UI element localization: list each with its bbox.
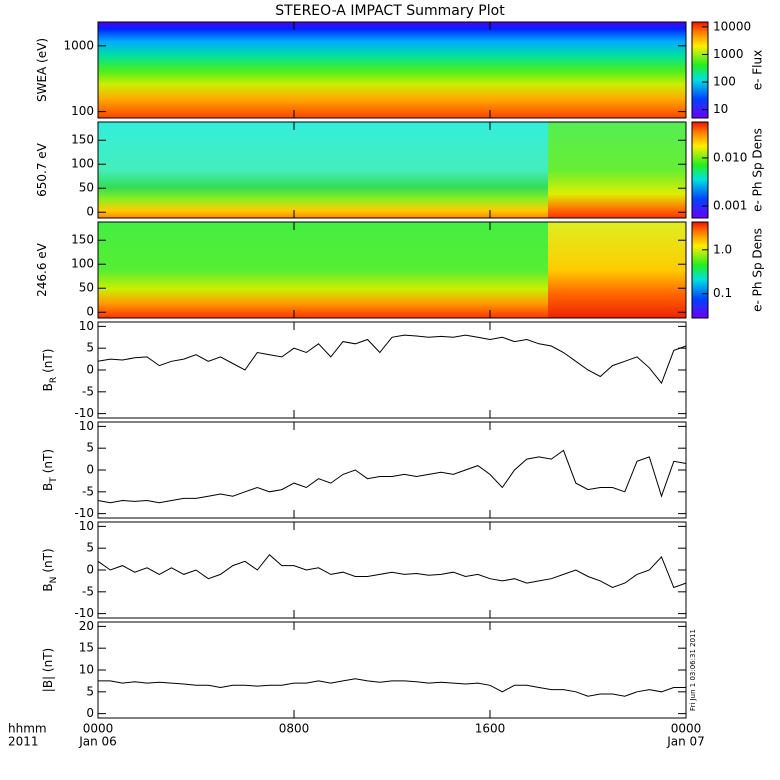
spectrogram-image — [548, 222, 686, 318]
y-tick-label: 150 — [71, 133, 94, 147]
colorbar — [691, 121, 709, 219]
colorbar-tick-label: 100 — [713, 75, 736, 89]
data-line — [97, 334, 687, 385]
colorbar-label: e- Ph Sp Dens — [751, 128, 765, 212]
y-tick-label: 100 — [71, 157, 94, 171]
y-tick-label: 1000 — [63, 38, 94, 52]
colorbar-tick-label: 0.1 — [713, 286, 732, 300]
y-tick-label: 0 — [86, 463, 94, 477]
x-tick-label: 0800 — [279, 722, 310, 736]
y-tick-label: 150 — [71, 233, 94, 247]
y-tick-label: 10 — [79, 419, 94, 433]
y-label-unit: (nT) — [41, 548, 55, 572]
y-tick-label: 20 — [79, 619, 94, 633]
plot-frame — [97, 621, 687, 719]
spectrogram-image — [98, 22, 686, 118]
y-label-main: SWEA (eV) — [35, 38, 49, 102]
y-label-main: 246.6 eV — [35, 242, 49, 297]
colorbar-label: e- Ph Sp Dens — [751, 228, 765, 312]
colorbar-label: e- Flux — [751, 50, 765, 90]
y-tick-label: 10 — [79, 519, 94, 533]
colorbar-tick-label: 0.001 — [713, 198, 747, 212]
plot-frame — [97, 421, 687, 519]
y-tick-label: -5 — [82, 484, 94, 498]
y-tick-label: 5 — [86, 684, 94, 698]
y-tick-label: -5 — [82, 384, 94, 398]
y-label-unit: (nT) — [41, 349, 55, 373]
spectrogram-image — [98, 222, 548, 318]
y-label-main: B — [41, 383, 55, 391]
colorbar-tick-label: 1.0 — [713, 242, 732, 256]
y-tick-label: 0 — [86, 205, 94, 219]
plot-frame — [97, 221, 687, 319]
colorbar-tick-label: 0.010 — [713, 150, 747, 164]
y-label-unit: (nT) — [41, 449, 55, 473]
spectrogram-image — [548, 122, 686, 218]
y-tick-label: 10 — [79, 663, 94, 677]
y-tick-label: 5 — [86, 541, 94, 555]
y-label-main: 650.7 eV — [35, 142, 49, 197]
y-tick-label: -10 — [74, 506, 94, 520]
y-label-sub: R — [49, 377, 59, 383]
y-tick-label: 5 — [86, 341, 94, 355]
colorbar-tick-label: 1000 — [713, 47, 744, 61]
y-label-sub: T — [49, 477, 59, 484]
y-tick-label: -10 — [74, 406, 94, 420]
y-tick-label: -10 — [74, 606, 94, 620]
y-axis-label: SWEA (eV) — [35, 38, 49, 102]
x-tick-sublabel: Jan 07 — [666, 735, 705, 749]
y-axis-label: BN (nT) — [41, 548, 59, 591]
y-tick-label: -5 — [82, 584, 94, 598]
y-tick-label: 0 — [86, 706, 94, 720]
y-axis-label: 246.6 eV — [35, 242, 49, 297]
y-axis-label: BR (nT) — [41, 349, 59, 392]
y-tick-label: 0 — [86, 363, 94, 377]
y-axis-label: 650.7 eV — [35, 142, 49, 197]
y-tick-label: 50 — [79, 181, 94, 195]
x-tick-label: 0000 — [671, 722, 702, 736]
y-axis-label: |B| (nT) — [41, 648, 55, 692]
y-tick-label: 15 — [79, 641, 94, 655]
data-line — [97, 553, 687, 589]
x-tick-sublabel: Jan 06 — [78, 735, 117, 749]
y-tick-label: 0 — [86, 305, 94, 319]
y-tick-label: 0 — [86, 563, 94, 577]
y-label-main: B — [41, 583, 55, 591]
colorbar — [691, 221, 709, 319]
data-line — [97, 449, 687, 504]
data-line — [98, 678, 686, 697]
timestamp: Fri Jun 1 03:06:31 2011 — [689, 629, 697, 711]
y-tick-label: 5 — [86, 441, 94, 455]
spectrogram-image — [98, 122, 548, 218]
y-label-sub: N — [49, 577, 59, 584]
colorbar-tick-label: 10000 — [713, 19, 751, 33]
y-label-main: |B| (nT) — [41, 648, 55, 692]
x-tick-label: 1600 — [475, 722, 506, 736]
y-tick-label: 10 — [79, 319, 94, 333]
y-tick-label: 50 — [79, 281, 94, 295]
plot-frame — [97, 321, 687, 419]
y-axis-label: BT (nT) — [41, 449, 59, 491]
y-tick-label: 100 — [71, 104, 94, 118]
plot-frame — [97, 21, 687, 119]
x-axis-label: hhmm — [8, 722, 47, 736]
y-label-main: B — [41, 483, 55, 491]
x-axis-label: 2011 — [8, 735, 39, 749]
colorbar-tick-label: 10 — [713, 102, 728, 116]
plot-frame — [97, 521, 687, 619]
chart-title: STEREO-A IMPACT Summary Plot — [275, 3, 505, 19]
plot-frame — [97, 121, 687, 219]
y-tick-label: 100 — [71, 257, 94, 271]
x-tick-label: 0000 — [83, 722, 114, 736]
colorbar — [691, 21, 709, 119]
